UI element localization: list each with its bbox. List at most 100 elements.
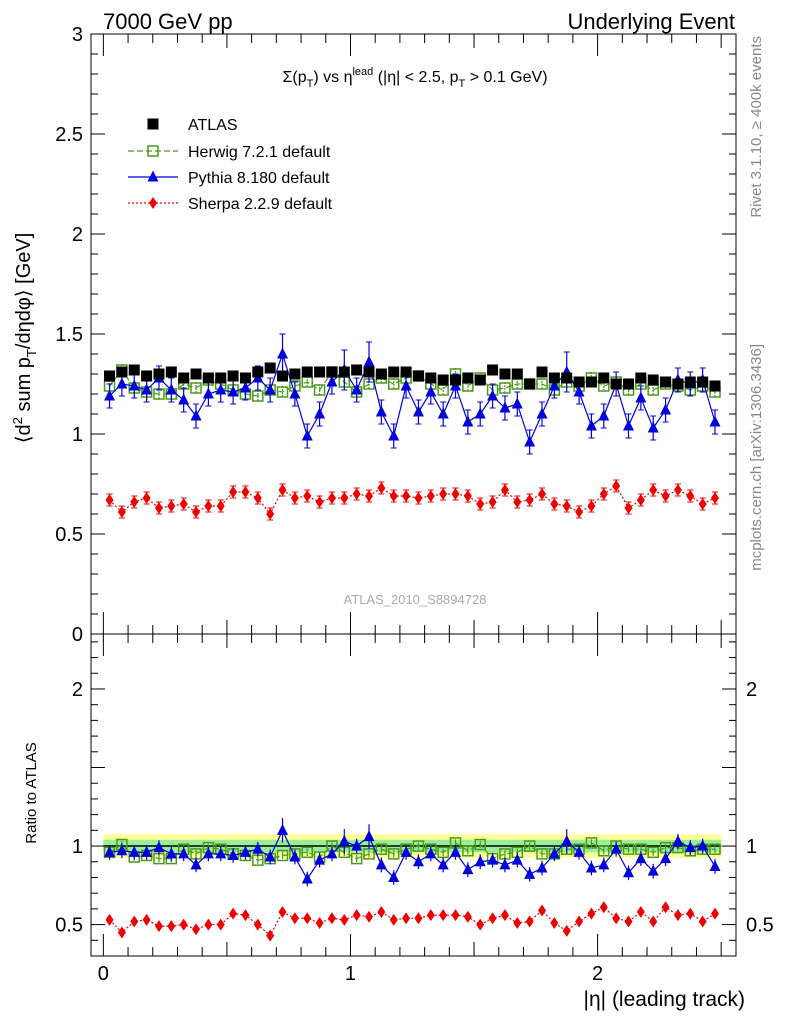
- main-y-label: ⟨d2 sum pT/dηdφ⟩ [GeV]: [10, 233, 39, 444]
- ratio-y-tick-label-right: 1: [746, 836, 757, 858]
- pythia-point: [437, 858, 449, 870]
- sherpa-point: [253, 492, 262, 504]
- sherpa-point: [636, 494, 645, 506]
- pythia-point: [326, 375, 338, 387]
- atlas-point: [252, 366, 264, 378]
- sherpa-point: [710, 492, 719, 504]
- atlas-point: [227, 370, 239, 382]
- pythia-point: [202, 847, 214, 859]
- herwig-point: [598, 845, 610, 857]
- herwig-point: [350, 852, 363, 865]
- sherpa-point: [426, 909, 435, 922]
- sherpa-point: [463, 490, 472, 502]
- sherpa-point: [192, 923, 201, 936]
- herwig-point: [437, 846, 449, 859]
- sherpa-point: [686, 490, 695, 502]
- pythia-point: [585, 419, 597, 431]
- pythia-point: [684, 841, 696, 853]
- ratio-y-tick-label: 0.5: [55, 915, 83, 937]
- pythia-point: [388, 870, 400, 882]
- sherpa-point: [488, 912, 497, 925]
- atlas-series: [104, 362, 721, 392]
- mcplots-label: mcplots.cern.ch [arXiv:1306.3436]: [748, 344, 765, 571]
- atlas-point: [215, 372, 227, 384]
- sherpa-point: [266, 929, 275, 942]
- sherpa-point: [253, 918, 262, 931]
- pythia-point: [190, 409, 202, 421]
- atlas-point: [363, 366, 375, 378]
- herwig-point: [709, 843, 721, 855]
- sherpa-point: [599, 901, 608, 914]
- sherpa-point: [463, 910, 472, 923]
- atlas-point: [141, 370, 153, 382]
- atlas-point: [511, 368, 523, 380]
- sherpa-point: [624, 502, 633, 514]
- herwig-point: [387, 848, 400, 860]
- main-y-tick-label: 0.5: [55, 524, 83, 546]
- pythia-point: [264, 850, 276, 862]
- ratio-y-label: Ratio to ATLAS: [23, 742, 40, 843]
- atlas-point: [190, 368, 202, 380]
- sherpa-point: [327, 912, 336, 925]
- sherpa-point: [500, 909, 509, 922]
- analysis-id: ATLAS_2010_S8894728: [344, 592, 487, 607]
- atlas-point: [338, 366, 350, 378]
- atlas-point: [684, 376, 696, 388]
- pythia-point: [499, 858, 511, 870]
- sherpa-point: [624, 915, 633, 928]
- sherpa-point: [439, 909, 448, 922]
- sherpa-point: [192, 506, 201, 518]
- pythia-point: [400, 845, 412, 857]
- atlas-point: [462, 372, 474, 384]
- atlas-point: [128, 364, 140, 376]
- sherpa-point: [229, 907, 238, 920]
- pythia-point: [165, 847, 177, 859]
- sherpa-point: [389, 490, 398, 502]
- pythia-point: [548, 847, 560, 859]
- pythia-point: [104, 845, 116, 857]
- atlas-point: [487, 364, 499, 376]
- sherpa-point: [278, 906, 287, 919]
- ratio-data: [103, 818, 721, 942]
- sherpa-point: [575, 506, 584, 518]
- pythia-point: [573, 385, 585, 397]
- x-tick-label: 2: [592, 963, 603, 985]
- atlas-point: [412, 370, 424, 382]
- sherpa-point: [426, 490, 435, 502]
- pythia-legend-entry: Pythia 8.180 default: [128, 170, 330, 187]
- sherpa-point: [167, 920, 176, 933]
- sherpa-point: [167, 500, 176, 512]
- herwig-point: [622, 843, 635, 855]
- pythia-point: [462, 863, 474, 875]
- herwig-point: [387, 378, 400, 390]
- sherpa-line: [109, 485, 716, 516]
- atlas-point: [672, 378, 684, 390]
- herwig-point: [190, 382, 202, 394]
- sherpa-point: [612, 480, 621, 492]
- main-x-ticks: [102, 34, 722, 634]
- pythia-point: [400, 379, 412, 391]
- sherpa-point: [636, 906, 645, 919]
- pythia-point: [289, 387, 301, 399]
- main-data: [103, 333, 721, 521]
- pythia-point: [499, 401, 511, 413]
- herwig-point: [412, 840, 425, 852]
- sherpa-point: [229, 486, 238, 498]
- sherpa-point: [414, 912, 423, 925]
- pythia-point: [141, 845, 153, 857]
- pythia-point: [128, 379, 140, 391]
- sherpa-point: [649, 915, 658, 928]
- pythia-point: [351, 383, 363, 395]
- header-left: 7000 GeV pp: [103, 9, 233, 34]
- pythia-point: [289, 850, 301, 862]
- herwig-point: [523, 840, 536, 852]
- pythia-point: [190, 858, 202, 870]
- herwig-point: [276, 386, 289, 398]
- atlas-point: [536, 366, 548, 378]
- pythia-point: [227, 385, 239, 397]
- atlas-point: [697, 376, 709, 388]
- sherpa-point: [562, 500, 571, 512]
- sherpa-point: [303, 912, 312, 925]
- pythia-point: [141, 383, 153, 395]
- pythia-point: [277, 347, 289, 359]
